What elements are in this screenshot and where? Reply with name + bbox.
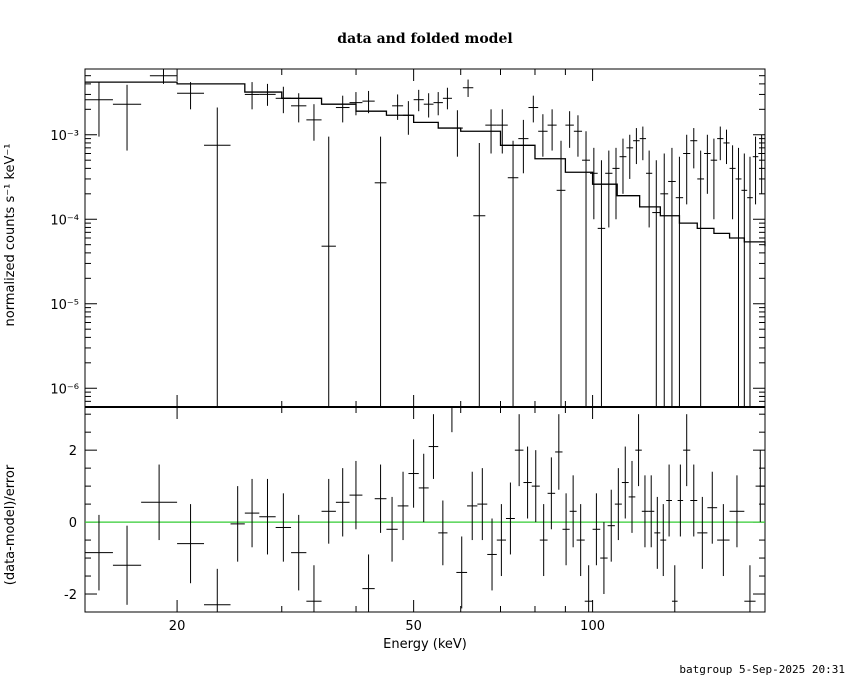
y-tick-label: 10⁻⁵ xyxy=(50,298,79,313)
y-tick-label: 10⁻³ xyxy=(50,129,79,144)
plot-layer: 20 50 100 10⁻⁶ 10⁻⁵ 10⁻⁴ 10⁻³ -2 0 2 xyxy=(50,68,766,634)
x-tick-label: 100 xyxy=(580,619,605,634)
y-tick-label: 10⁻⁶ xyxy=(50,382,79,397)
residual-y-axis-title: (data-model)/error xyxy=(3,464,18,585)
x-tick-label: 50 xyxy=(405,619,422,634)
residual-y-tick-label: 0 xyxy=(69,516,77,531)
spectrum-y-axis-label: normalized counts s⁻¹ keV⁻¹ xyxy=(3,144,18,327)
residual-y-tick-label: 2 xyxy=(69,444,77,459)
y-tick-label: 10⁻⁴ xyxy=(50,213,79,228)
x-axis-label: Energy (keV) xyxy=(383,637,467,652)
footer-stamp: batgroup 5-Sep-2025 20:31 xyxy=(679,663,845,676)
chart-title: data and folded model xyxy=(337,31,512,47)
spectrum-frame xyxy=(84,68,766,408)
residual-y-axis-label: (data-model)/error xyxy=(3,464,18,585)
residual-y-tick-label: -2 xyxy=(64,588,77,603)
spectrum-y-axis-title: normalized counts s⁻¹ keV⁻¹ xyxy=(3,144,18,327)
x-tick-label: 20 xyxy=(169,619,186,634)
model-curve xyxy=(85,81,766,247)
